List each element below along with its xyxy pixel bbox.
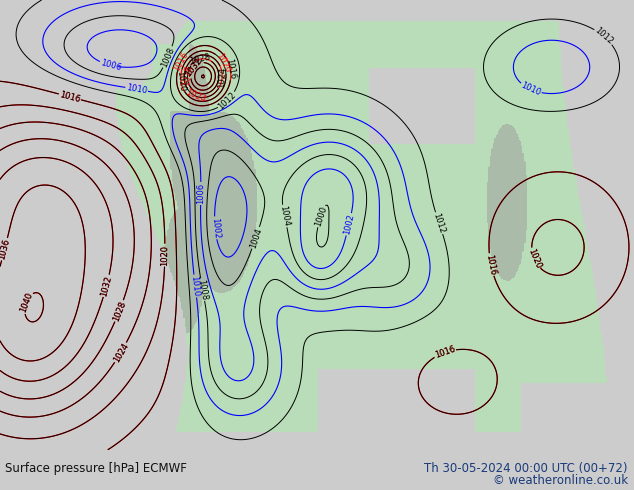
Text: 1024: 1024 xyxy=(217,67,227,88)
Text: 1024: 1024 xyxy=(184,88,207,104)
Text: 1012: 1012 xyxy=(593,26,615,47)
Text: 1006: 1006 xyxy=(100,58,122,73)
Text: 1020: 1020 xyxy=(160,245,169,266)
Text: 1016: 1016 xyxy=(58,90,81,104)
Text: 1016: 1016 xyxy=(224,58,236,80)
Text: 1016: 1016 xyxy=(58,90,81,104)
Text: © weatheronline.co.uk: © weatheronline.co.uk xyxy=(493,474,628,487)
Text: 1024: 1024 xyxy=(112,341,130,364)
Text: 1020: 1020 xyxy=(175,70,186,92)
Text: 1008: 1008 xyxy=(197,278,209,301)
Text: 1024: 1024 xyxy=(112,341,130,364)
Text: 1032: 1032 xyxy=(100,274,113,297)
Text: 1032: 1032 xyxy=(100,274,113,297)
Text: 1000: 1000 xyxy=(313,205,328,227)
Text: 1004: 1004 xyxy=(278,205,291,227)
Text: Th 30-05-2024 00:00 UTC (00+72): Th 30-05-2024 00:00 UTC (00+72) xyxy=(424,462,628,475)
Text: 1010: 1010 xyxy=(126,83,148,96)
Text: 1012: 1012 xyxy=(432,212,446,235)
Text: Surface pressure [hPa] ECMWF: Surface pressure [hPa] ECMWF xyxy=(5,462,187,475)
Text: 1020: 1020 xyxy=(160,245,169,266)
Text: 1002: 1002 xyxy=(210,217,221,239)
Text: 1016: 1016 xyxy=(484,253,498,276)
Text: 1016: 1016 xyxy=(434,344,456,360)
Text: 1016: 1016 xyxy=(434,344,456,360)
Text: 1036: 1036 xyxy=(0,238,11,261)
Text: 1008: 1008 xyxy=(159,46,176,69)
Text: 1004: 1004 xyxy=(248,226,264,249)
Text: 1032: 1032 xyxy=(184,56,204,79)
Text: 1016: 1016 xyxy=(484,253,498,276)
Text: 1010: 1010 xyxy=(190,275,201,297)
Text: 1006: 1006 xyxy=(196,183,205,204)
Text: 1002: 1002 xyxy=(342,213,356,236)
Text: 1016: 1016 xyxy=(172,50,190,73)
Text: 1012: 1012 xyxy=(217,90,238,111)
Text: 1020: 1020 xyxy=(214,51,232,74)
Text: 1010: 1010 xyxy=(519,81,542,98)
Text: 1032: 1032 xyxy=(184,56,204,79)
Text: 1040: 1040 xyxy=(18,291,34,314)
Text: 1028: 1028 xyxy=(182,64,193,86)
Text: 1040: 1040 xyxy=(18,291,34,314)
Text: 1020: 1020 xyxy=(526,247,542,270)
Text: 1020: 1020 xyxy=(526,247,542,270)
Text: 1036: 1036 xyxy=(0,238,11,261)
Text: 1028: 1028 xyxy=(111,299,127,322)
Text: 1028: 1028 xyxy=(111,299,127,322)
Text: 1028: 1028 xyxy=(189,52,212,66)
